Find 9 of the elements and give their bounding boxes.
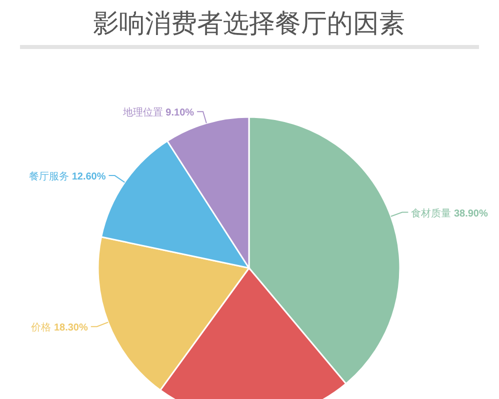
data-label: 38.90% [454, 208, 488, 220]
slice-label: 食材质量 [411, 207, 454, 220]
slice-label: 地理位置 [122, 106, 166, 119]
chart-title: 影响消费者选择餐厅的因素 [93, 8, 405, 38]
data-label: 12.60% [72, 172, 106, 183]
data-label: 18.30% [54, 322, 88, 334]
data-label: 9.10% [166, 108, 194, 119]
slice-label: 价格 [30, 322, 54, 334]
slice-label: 餐厅服务 [29, 170, 72, 183]
